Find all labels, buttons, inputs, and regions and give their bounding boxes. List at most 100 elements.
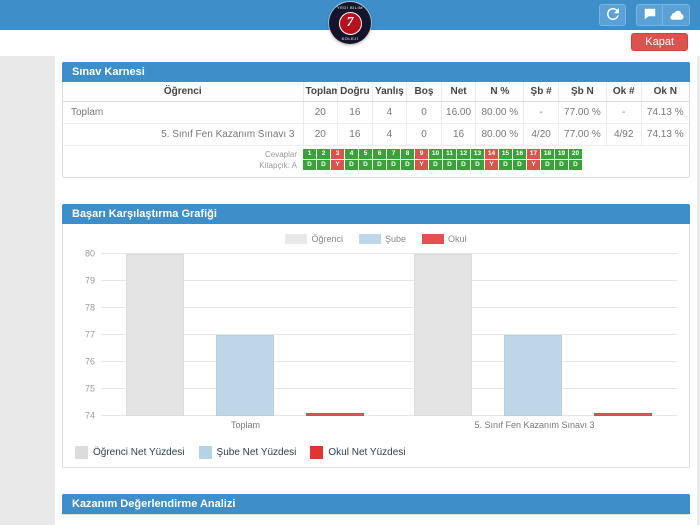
y-axis-label: 78 <box>84 302 95 313</box>
answer-letter-cell: D <box>373 160 386 170</box>
chat-icon <box>644 8 656 23</box>
bar-okul <box>306 412 364 417</box>
legend-swatch <box>198 446 212 460</box>
answer-number-cell: 16 <box>513 149 526 159</box>
y-axis-label: 76 <box>84 356 95 367</box>
chart-legend-top: Öğrenci Şube Okul <box>73 234 679 245</box>
legend-label: Şube Net Yüzdesi <box>216 447 297 459</box>
bar-şube <box>216 335 274 417</box>
answer-letter-cell: D <box>513 160 526 170</box>
answer-number-cell: 15 <box>499 149 512 159</box>
chart-bars <box>101 254 677 417</box>
table-row: 5. Sınıf Fen Kazanım Sınavı 3 20 16 4 0 16 80.… <box>63 123 689 145</box>
table-cell: 74.13 % <box>640 101 689 124</box>
table-cell: - <box>605 101 641 124</box>
answer-number-cell: 1 <box>303 149 316 159</box>
x-axis-label: Toplam <box>230 420 260 431</box>
legend-swatch <box>310 446 324 460</box>
table-cell: 4 <box>371 123 407 145</box>
y-axis-label: 74 <box>84 410 95 421</box>
legend-item: Okul Net Yüzdesi <box>310 446 406 460</box>
gridline <box>101 361 677 363</box>
table-cell: 74.13 % <box>640 123 689 145</box>
table-cell: 80.00 % <box>475 123 524 145</box>
legend-label: Okul Net Yüzdesi <box>328 447 406 459</box>
gridline <box>101 388 677 390</box>
answer-numbers-row: 1 2 3 4 5 6 7 8 9 10 11 12 13 14 15 16 17 18 19 20 <box>303 149 582 159</box>
bar-öğrenci <box>126 254 184 417</box>
cloud-icon <box>669 8 684 23</box>
navbar-button-group <box>636 4 690 26</box>
answer-letter-cell: Y <box>415 160 428 170</box>
column-header: Toplam <box>302 82 338 102</box>
table-cell: 0 <box>406 123 442 145</box>
legend-swatch <box>285 234 308 245</box>
exam-panel-title: Sınav Karnesi <box>62 62 690 82</box>
x-axis-label: 5. Sınıf Fen Kazanım Sınavı 3 <box>474 420 595 431</box>
table-cell: 16 <box>337 123 373 145</box>
table-cell: 0 <box>406 101 442 124</box>
table-cell: 16.00 <box>440 101 476 124</box>
content-area: Sınav Karnesi Öğrenci Toplam Doğru Yanlış Bo… <box>55 56 697 525</box>
table-cell: 77.00 % <box>557 101 607 124</box>
legend-item: Şube <box>358 234 406 245</box>
answer-key: Cevaplar Kitapçık: A 1 2 3 4 5 6 7 8 9 10 11 12 13 14… <box>63 145 689 177</box>
table-cell: 77.00 % <box>557 123 607 145</box>
answer-number-cell: 11 <box>443 149 456 159</box>
answer-number-cell: 19 <box>555 149 568 159</box>
chart-legend-bottom: Öğrenci Net Yüzdesi Şube Net Yüzdesi Okul … <box>73 446 679 460</box>
column-header: N % <box>475 82 524 102</box>
answer-number-cell: 14 <box>485 149 498 159</box>
table-cell: 20 <box>302 123 338 145</box>
y-axis-label: 77 <box>84 329 95 340</box>
column-header: Net <box>440 82 476 102</box>
table-cell: 20 <box>302 101 338 124</box>
answer-number-cell: 20 <box>569 149 582 159</box>
legend-label: Okul <box>448 234 467 245</box>
answer-number-cell: 17 <box>527 149 540 159</box>
close-button[interactable]: Kapat <box>631 33 688 51</box>
legend-item: Okul <box>422 234 467 245</box>
legend-item: Öğrenci <box>285 234 343 245</box>
table-cell: - <box>523 101 559 124</box>
table-cell: 4 <box>371 101 407 124</box>
chart-panel: Başarı Karşılaştırma Grafiği Öğrenci Şube… <box>62 204 690 469</box>
exam-table: Öğrenci Toplam Doğru Yanlış Boş Net N % Şb # Şb … <box>63 82 689 145</box>
answer-letter-cell: Y <box>527 160 540 170</box>
column-header: Yanlış <box>371 82 407 102</box>
column-header: Şb # <box>523 82 559 102</box>
chart-body: Öğrenci Şube Okul 74 75 76 77 78 79 80 Toplam 5. … <box>63 224 689 467</box>
answer-letter-cell: D <box>303 160 316 170</box>
column-header: Ok N <box>640 82 689 102</box>
booklet-label: Kitapçık: A <box>259 161 297 171</box>
refresh-icon <box>606 7 619 23</box>
answer-number-cell: 3 <box>331 149 344 159</box>
exam-table-head-row: Öğrenci Toplam Doğru Yanlış Boş Net N % Şb # Şb … <box>63 82 689 102</box>
answer-letter-cell: Y <box>485 160 498 170</box>
cloud-button[interactable] <box>663 4 690 26</box>
answers-label: Cevaplar <box>264 150 297 159</box>
answer-key-labels: Cevaplar Kitapçık: A <box>63 149 303 171</box>
bar-şube <box>504 335 562 417</box>
school-logo: YEDİ BİLİM 7 KOLEJİ <box>329 2 371 44</box>
answer-letter-cell: D <box>443 160 456 170</box>
column-header: Öğrenci <box>63 82 303 102</box>
gridline <box>101 415 677 417</box>
answer-number-cell: 12 <box>457 149 470 159</box>
refresh-button[interactable] <box>599 4 626 26</box>
table-cell: 4/20 <box>523 123 559 145</box>
legend-label: Öğrenci <box>311 234 343 245</box>
column-header: Ok # <box>605 82 641 102</box>
column-header: Şb N <box>557 82 607 102</box>
answer-number-cell: 8 <box>401 149 414 159</box>
answer-letter-cell: D <box>429 160 442 170</box>
bar-group <box>389 254 677 417</box>
legend-swatch <box>422 234 445 245</box>
gridline <box>101 280 677 282</box>
y-axis-label: 75 <box>84 383 95 394</box>
row-label: Toplam <box>63 101 303 124</box>
column-header: Doğru <box>337 82 373 102</box>
answer-letter-cell: D <box>555 160 568 170</box>
chat-button[interactable] <box>636 4 663 26</box>
